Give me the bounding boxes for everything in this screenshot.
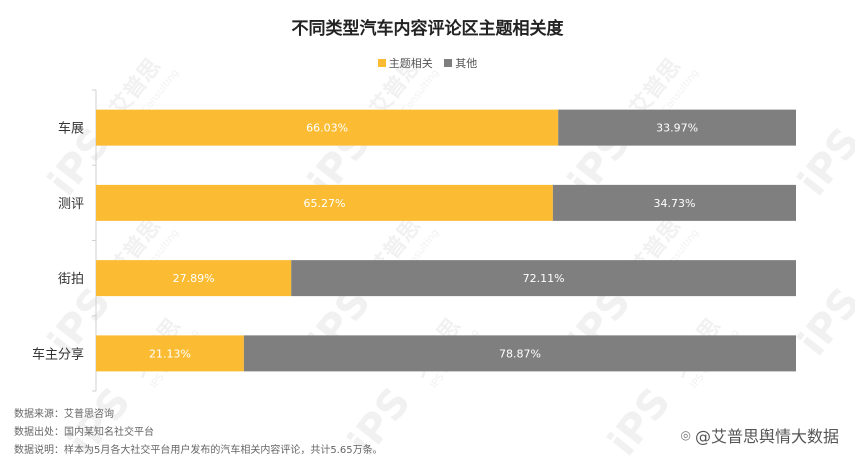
data-label-related: 66.03% — [306, 122, 348, 135]
watermark-text: @艾普思舆情大数据 — [694, 427, 839, 446]
category-label: 测评 — [58, 197, 84, 212]
footnotes: 数据来源：艾普思咨询 数据出处：国内某知名社交平台 数据说明：样本为5月各大社交… — [14, 406, 383, 460]
legend-swatch-related — [377, 59, 386, 67]
weibo-icon: ◎ — [680, 428, 691, 442]
footnote-origin: 数据出处：国内某知名社交平台 — [14, 427, 154, 438]
category-label: 车主分享 — [32, 346, 84, 362]
bar-related — [96, 109, 559, 146]
legend-item-related: 主题相关 — [377, 55, 433, 71]
bar-related — [96, 260, 292, 297]
data-label-related: 65.27% — [303, 197, 345, 210]
chart-legend: 主题相关 其他 — [0, 55, 855, 71]
watermark-logo-mark: iPS — [790, 280, 855, 365]
bar-related — [96, 184, 553, 221]
data-label-related: 21.13% — [149, 347, 191, 360]
category-label: 街拍 — [58, 272, 84, 287]
category-label: 车展 — [58, 121, 84, 137]
data-label-other: 78.87% — [499, 347, 541, 360]
watermark-logo-mark: iPS — [600, 380, 680, 465]
footnote-source: 数据来源：艾普思咨询 — [14, 409, 114, 420]
watermark-logo-mark: iPS — [790, 120, 855, 205]
legend-label-related: 主题相关 — [388, 57, 433, 70]
bar-other — [558, 109, 796, 146]
watermark-attribution: ◎ @艾普思舆情大数据 — [681, 423, 840, 447]
bar-other — [552, 184, 796, 221]
legend-item-other: 其他 — [444, 55, 477, 71]
bar-other — [243, 335, 796, 372]
legend-label-other: 其他 — [455, 57, 478, 70]
data-label-related: 27.89% — [173, 272, 215, 285]
footnote-description: 数据说明：样本为5月各大社交平台用户发布的汽车相关内容评论，共计5.65万条。 — [14, 445, 383, 456]
chart-title: 不同类型汽车内容评论区主题相关度 — [291, 19, 564, 39]
bar-other — [291, 260, 796, 297]
data-label-other: 34.73% — [653, 197, 695, 210]
data-label-other: 33.97% — [656, 122, 698, 135]
legend-swatch-other — [444, 59, 453, 67]
data-label-other: 72.11% — [523, 272, 565, 285]
bar-related — [96, 335, 244, 372]
